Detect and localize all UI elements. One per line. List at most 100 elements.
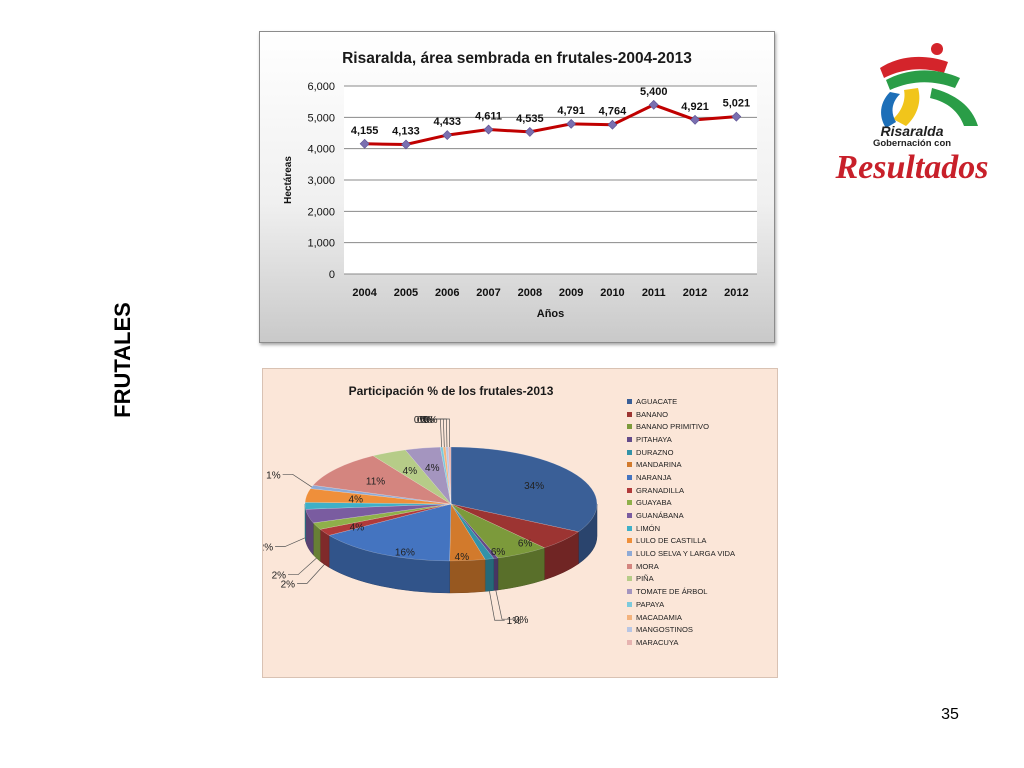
pie-leader-line — [282, 473, 312, 488]
legend-item: GUANÁBANA — [627, 509, 777, 522]
data-point — [442, 130, 453, 141]
x-tick-label: 2010 — [600, 287, 624, 299]
data-point — [648, 99, 659, 110]
legend-item: PIÑA — [627, 573, 777, 586]
legend-label: PITAHAYA — [636, 434, 672, 444]
x-tick-label: 2004 — [352, 287, 377, 299]
pie-leader-line — [489, 590, 505, 621]
data-point — [607, 119, 618, 130]
pie-data-label: 1% — [266, 470, 281, 481]
legend-label: MANGOSTINOS — [636, 625, 693, 635]
pie-slice — [404, 446, 452, 505]
pie-slice — [319, 503, 452, 536]
legend-swatch — [627, 500, 632, 506]
pie-data-label: 0% — [423, 415, 438, 426]
legend-item: TOMATE DE ÁRBOL — [627, 585, 777, 598]
data-label: 4,433 — [433, 116, 461, 128]
pie-data-label: 11% — [366, 477, 385, 488]
legend-label: MORA — [636, 561, 659, 571]
legend-label: MARACUYA — [636, 637, 679, 647]
legend-swatch — [627, 627, 632, 633]
pie-slice — [450, 503, 546, 559]
pie-slice — [450, 503, 580, 549]
y-tick-label: 0 — [329, 269, 335, 281]
pie-labels: 34%6%6%0%1%4%16%2%2%4%2%4%1%11%4%4%0%0%0… — [263, 415, 544, 627]
pie-data-label: 4% — [350, 522, 365, 533]
legend-item: PITAHAYA — [627, 433, 777, 446]
pie-slice — [372, 449, 452, 505]
data-point — [524, 126, 535, 137]
pie-slice-side — [449, 559, 486, 594]
line-chart: Risaralda, área sembrada en frutales-200… — [283, 50, 757, 320]
pie-slice — [304, 488, 452, 505]
data-label: 4,535 — [516, 113, 544, 125]
x-tick-label: 2012 — [683, 287, 707, 299]
legend-item: LIMÓN — [627, 522, 777, 535]
y-axis-label: Hectáreas — [283, 156, 294, 204]
legend-item: MORA — [627, 560, 777, 573]
pie-data-label: 4% — [349, 494, 364, 505]
legend-label: NARANJA — [636, 472, 672, 482]
line-chart-panel: Risaralda, área sembrada en frutales-200… — [259, 31, 775, 343]
pie-data-label: 16% — [395, 547, 415, 558]
legend-label: MANDARINA — [636, 460, 682, 470]
y-tick-label: 3,000 — [307, 175, 335, 187]
logo-line2: Gobernación con — [873, 138, 951, 149]
logo-emblem: Risaralda Gobernación con Resultados — [834, 43, 989, 186]
data-point — [566, 118, 577, 129]
pie-data-label: 0% — [414, 415, 429, 426]
pie-data-label: 2% — [281, 579, 296, 590]
legend-swatch — [627, 538, 632, 544]
side-title: FRUTALES — [110, 302, 135, 418]
data-label: 5,400 — [640, 86, 668, 98]
data-label: 4,133 — [392, 125, 420, 137]
legend-swatch — [627, 436, 632, 442]
legend-item: GUAYABA — [627, 497, 777, 510]
pie-leader-line — [439, 418, 451, 448]
legend-item: BANANO — [627, 408, 777, 421]
legend-swatch — [627, 487, 632, 493]
pie-slice — [328, 503, 452, 562]
legend-label: TOMATE DE ÁRBOL — [636, 587, 708, 597]
pie-data-label: 4% — [455, 552, 470, 563]
y-tick-label: 6,000 — [307, 81, 335, 93]
pie-data-label: 1% — [507, 616, 522, 627]
data-label: 4,155 — [351, 125, 379, 137]
pie-data-label: 4% — [403, 466, 418, 477]
data-point — [483, 124, 494, 135]
data-label: 4,611 — [475, 111, 502, 123]
x-tick-label: 2011 — [642, 287, 666, 299]
legend-swatch — [627, 551, 632, 557]
page-number: 35 — [941, 706, 959, 723]
data-point — [401, 139, 411, 150]
legend-item: NARANJA — [627, 471, 777, 484]
pie-leader-line — [495, 590, 512, 620]
pie-slice-side — [319, 528, 330, 568]
legend-swatch — [627, 639, 632, 645]
legend-label: GUAYABA — [636, 498, 672, 508]
legend-swatch — [627, 474, 632, 480]
pie-slice — [450, 503, 495, 560]
legend-item: PAPAYA — [627, 598, 777, 611]
legend-item: LULO DE CASTILLA — [627, 535, 777, 548]
logo-line3: Resultados — [834, 149, 988, 186]
legend-label: BANANO PRIMITIVO — [636, 422, 709, 432]
legend-swatch — [627, 614, 632, 620]
legend-swatch — [627, 449, 632, 455]
legend-label: DURAZNO — [636, 447, 674, 457]
pie-slice — [442, 446, 452, 505]
x-tick-label: 2007 — [476, 287, 500, 299]
legend-label: PIÑA — [636, 574, 654, 584]
legend-label: AGUACATE — [636, 396, 678, 406]
pie-slice — [448, 446, 452, 505]
pie-chart-title: Participación % de los frutales-2013 — [349, 384, 554, 398]
pie-leader-line — [288, 557, 317, 576]
pie-data-label: 34% — [524, 481, 544, 492]
logo: Risaralda Gobernación con Resultados — [820, 40, 1005, 190]
legend-label: BANANO — [636, 409, 669, 419]
series-line — [364, 103, 737, 147]
legend-item: MACADAMIA — [627, 611, 777, 624]
pie-slice — [450, 446, 598, 533]
legend-item: BANANO PRIMITIVO — [627, 420, 777, 433]
logo-line1: Risaralda — [880, 123, 943, 139]
